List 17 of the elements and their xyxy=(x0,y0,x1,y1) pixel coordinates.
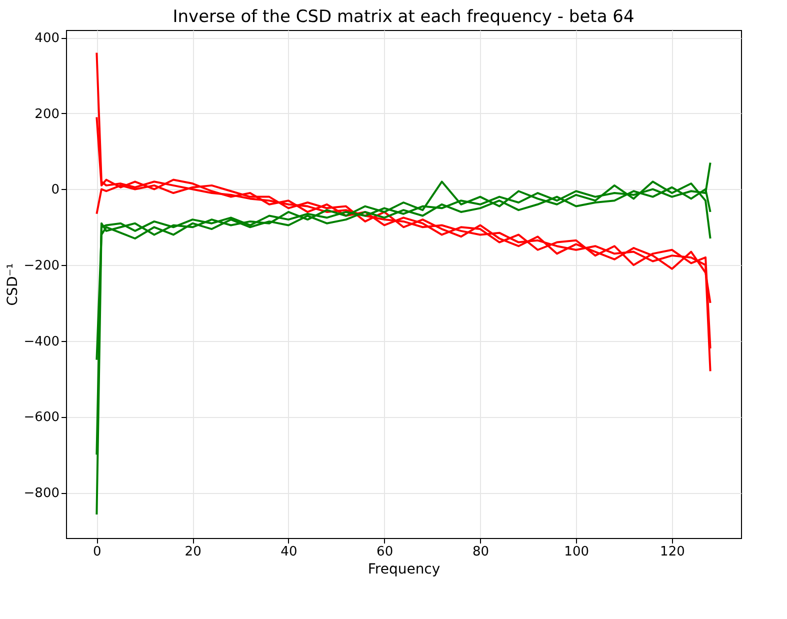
x-tick-label: 20 xyxy=(184,544,202,560)
y-tick-label: 400 xyxy=(34,31,60,46)
y-tick-label: −400 xyxy=(24,334,60,350)
y-tick-label: −200 xyxy=(24,258,60,274)
y-tick-label: 0 xyxy=(51,182,60,198)
x-tick-label: 80 xyxy=(472,544,489,560)
y-axis-title: CSD⁻¹ xyxy=(4,263,21,306)
chart-title: Inverse of the CSD matrix at each frequency - beta 64 xyxy=(172,7,634,27)
x-axis-title: Frequency xyxy=(368,562,440,578)
y-tick-label: −800 xyxy=(24,486,60,502)
x-tick-label: 40 xyxy=(280,544,298,560)
x-tick-label: 0 xyxy=(93,544,102,560)
y-tick-label: −600 xyxy=(24,410,60,426)
y-tick-label: 200 xyxy=(34,106,60,122)
x-tick-label: 120 xyxy=(660,544,685,560)
x-tick-label: 60 xyxy=(376,544,394,560)
x-tick-label: 100 xyxy=(564,544,589,560)
